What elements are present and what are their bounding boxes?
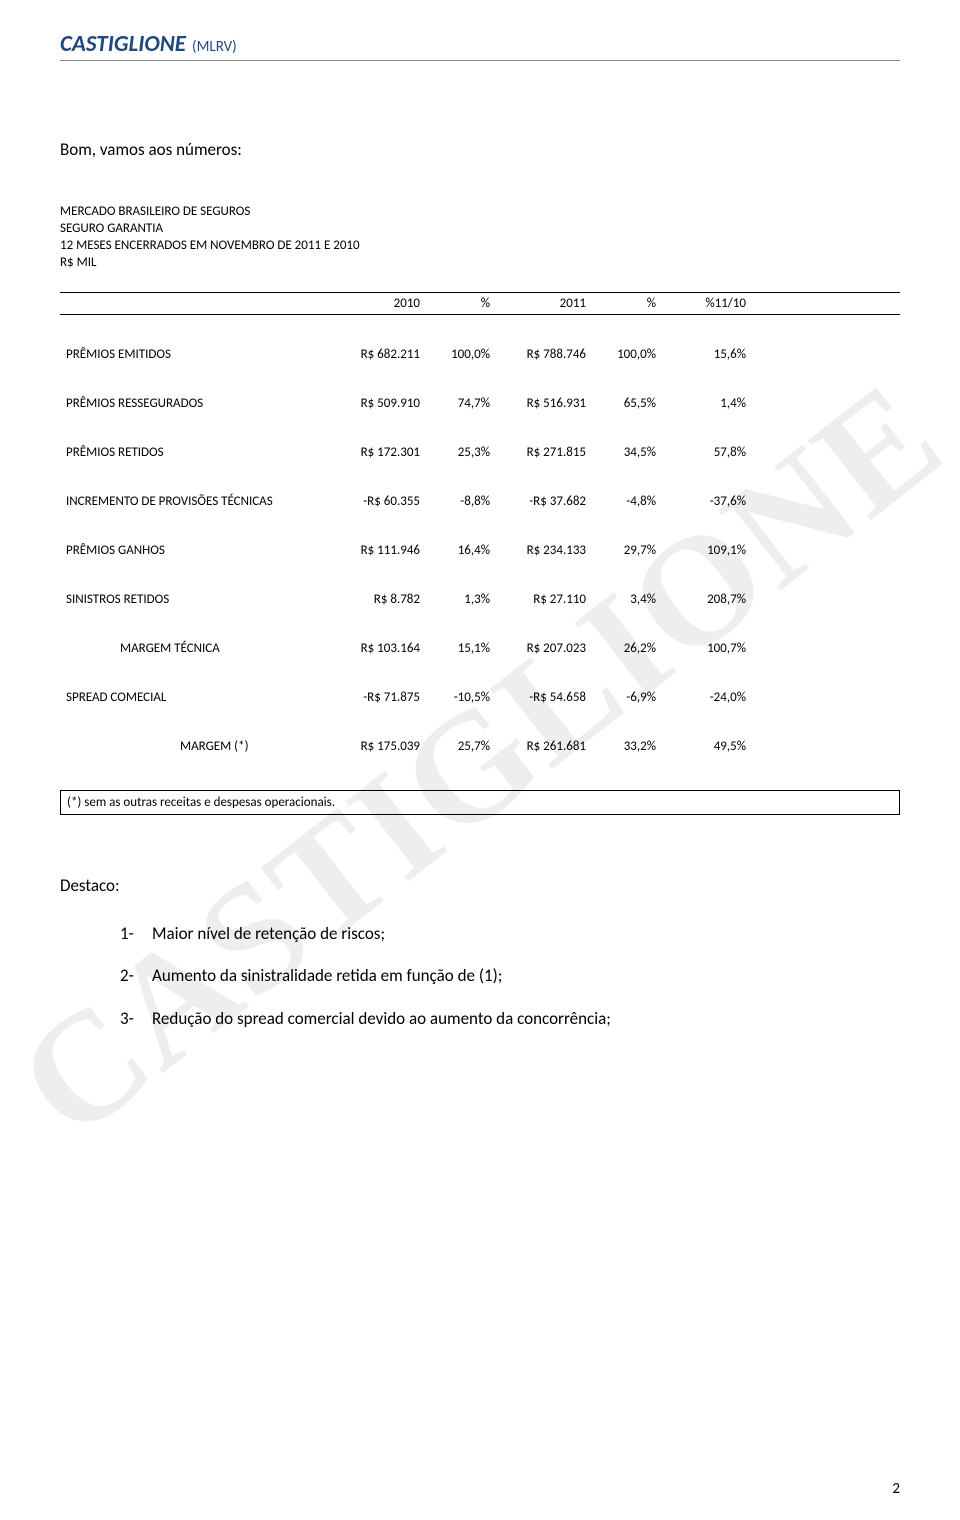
col-pct-2010: % — [426, 293, 496, 314]
col-delta: %11/10 — [662, 293, 752, 314]
header-title: CASTIGLIONE — [60, 30, 186, 58]
list-number: 1- — [120, 918, 142, 950]
row-v2010: -R$ 71.875 — [330, 688, 426, 707]
row-p2011: 100,0% — [592, 345, 662, 364]
col-2011: 2011 — [496, 293, 592, 314]
row-p2010: 15,1% — [426, 639, 496, 658]
row-v2010: R$ 175.039 — [330, 737, 426, 756]
list-item: 2- Aumento da sinistralidade retida em fu… — [120, 960, 900, 992]
header-divider — [60, 60, 900, 61]
row-v2011: R$ 27.110 — [496, 590, 592, 609]
data-table: MERCADO BRASILEIRO DE SEGUROS SEGURO GAR… — [60, 204, 900, 815]
row-delta: 208,7% — [662, 590, 752, 609]
table-row: INCREMENTO DE PROVISÕES TÉCNICAS-R$ 60.3… — [60, 492, 900, 511]
row-v2011: R$ 271.815 — [496, 443, 592, 462]
table-row: SINISTROS RETIDOSR$ 8.7821,3%R$ 27.1103,… — [60, 590, 900, 609]
table-footnote: (*) sem as outras receitas e despesas op… — [60, 790, 900, 815]
table-row: PRÊMIOS EMITIDOSR$ 682.211100,0%R$ 788.7… — [60, 345, 900, 364]
row-p2011: 65,5% — [592, 394, 662, 413]
row-v2011: -R$ 54.658 — [496, 688, 592, 707]
row-v2010: R$ 509.910 — [330, 394, 426, 413]
row-delta: 57,8% — [662, 443, 752, 462]
row-p2010: 25,3% — [426, 443, 496, 462]
list-text: Aumento da sinistralidade retida em funç… — [152, 960, 502, 992]
row-v2011: R$ 207.023 — [496, 639, 592, 658]
row-delta: 109,1% — [662, 541, 752, 560]
row-p2010: 25,7% — [426, 737, 496, 756]
row-p2011: 34,5% — [592, 443, 662, 462]
table-row: PRÊMIOS RESSEGURADOSR$ 509.91074,7%R$ 51… — [60, 394, 900, 413]
row-label: MARGEM TÉCNICA — [60, 639, 330, 658]
table-unit: R$ MIL — [60, 255, 900, 270]
row-v2010: R$ 682.211 — [330, 345, 426, 364]
row-label: PRÊMIOS EMITIDOS — [60, 345, 330, 364]
row-v2010: R$ 111.946 — [330, 541, 426, 560]
row-label: PRÊMIOS RETIDOS — [60, 443, 330, 462]
col-2010: 2010 — [330, 293, 426, 314]
list-number: 3- — [120, 1003, 142, 1035]
table-header-blank — [60, 301, 330, 307]
row-label: INCREMENTO DE PROVISÕES TÉCNICAS — [60, 492, 330, 511]
row-p2011: -6,9% — [592, 688, 662, 707]
table-subtitle-1: SEGURO GARANTIA — [60, 221, 900, 236]
row-v2011: R$ 261.681 — [496, 737, 592, 756]
list-item: 1- Maior nível de retenção de riscos; — [120, 918, 900, 950]
row-label: MARGEM (*) — [60, 737, 330, 756]
list-item: 3- Redução do spread comercial devido ao … — [120, 1003, 900, 1035]
row-p2011: 29,7% — [592, 541, 662, 560]
table-header-row: 2010 % 2011 % %11/10 — [60, 292, 900, 315]
row-delta: 49,5% — [662, 737, 752, 756]
row-p2011: 3,4% — [592, 590, 662, 609]
row-label: PRÊMIOS GANHOS — [60, 541, 330, 560]
table-title: MERCADO BRASILEIRO DE SEGUROS — [60, 204, 900, 219]
row-delta: 15,6% — [662, 345, 752, 364]
list-number: 2- — [120, 960, 142, 992]
row-delta: 100,7% — [662, 639, 752, 658]
row-v2011: -R$ 37.682 — [496, 492, 592, 511]
table-row: MARGEM TÉCNICAR$ 103.16415,1%R$ 207.0232… — [60, 639, 900, 658]
table-row: PRÊMIOS RETIDOSR$ 172.30125,3%R$ 271.815… — [60, 443, 900, 462]
table-row: MARGEM (*)R$ 175.03925,7%R$ 261.68133,2%… — [60, 737, 900, 756]
row-p2011: 26,2% — [592, 639, 662, 658]
row-delta: -24,0% — [662, 688, 752, 707]
highlights-heading: Destaco: — [60, 875, 900, 896]
row-delta: 1,4% — [662, 394, 752, 413]
row-p2010: 100,0% — [426, 345, 496, 364]
table-subtitle-2: 12 MESES ENCERRADOS EM NOVEMBRO DE 2011 … — [60, 238, 900, 253]
list-text: Maior nível de retenção de riscos; — [152, 918, 385, 950]
row-p2010: -10,5% — [426, 688, 496, 707]
row-p2010: 16,4% — [426, 541, 496, 560]
intro-text: Bom, vamos aos números: — [60, 139, 900, 160]
row-p2011: -4,8% — [592, 492, 662, 511]
row-delta: -37,6% — [662, 492, 752, 511]
row-v2011: R$ 788.746 — [496, 345, 592, 364]
page-header: CASTIGLIONE (MLRV) — [60, 30, 900, 58]
row-p2011: 33,2% — [592, 737, 662, 756]
row-p2010: 1,3% — [426, 590, 496, 609]
row-v2010: R$ 172.301 — [330, 443, 426, 462]
list-text: Redução do spread comercial devido ao au… — [152, 1003, 611, 1035]
row-v2011: R$ 234.133 — [496, 541, 592, 560]
row-v2011: R$ 516.931 — [496, 394, 592, 413]
highlights-list: 1- Maior nível de retenção de riscos; 2- Au… — [60, 918, 900, 1035]
row-v2010: R$ 103.164 — [330, 639, 426, 658]
row-label: SPREAD COMECIAL — [60, 688, 330, 707]
row-label: PRÊMIOS RESSEGURADOS — [60, 394, 330, 413]
page-number: 2 — [892, 1480, 900, 1498]
row-label: SINISTROS RETIDOS — [60, 590, 330, 609]
header-subtitle: (MLRV) — [192, 38, 237, 56]
row-v2010: -R$ 60.355 — [330, 492, 426, 511]
table-row: PRÊMIOS GANHOSR$ 111.94616,4%R$ 234.1332… — [60, 541, 900, 560]
row-p2010: 74,7% — [426, 394, 496, 413]
table-row: SPREAD COMECIAL-R$ 71.875-10,5%-R$ 54.65… — [60, 688, 900, 707]
row-p2010: -8,8% — [426, 492, 496, 511]
row-v2010: R$ 8.782 — [330, 590, 426, 609]
col-pct-2011: % — [592, 293, 662, 314]
